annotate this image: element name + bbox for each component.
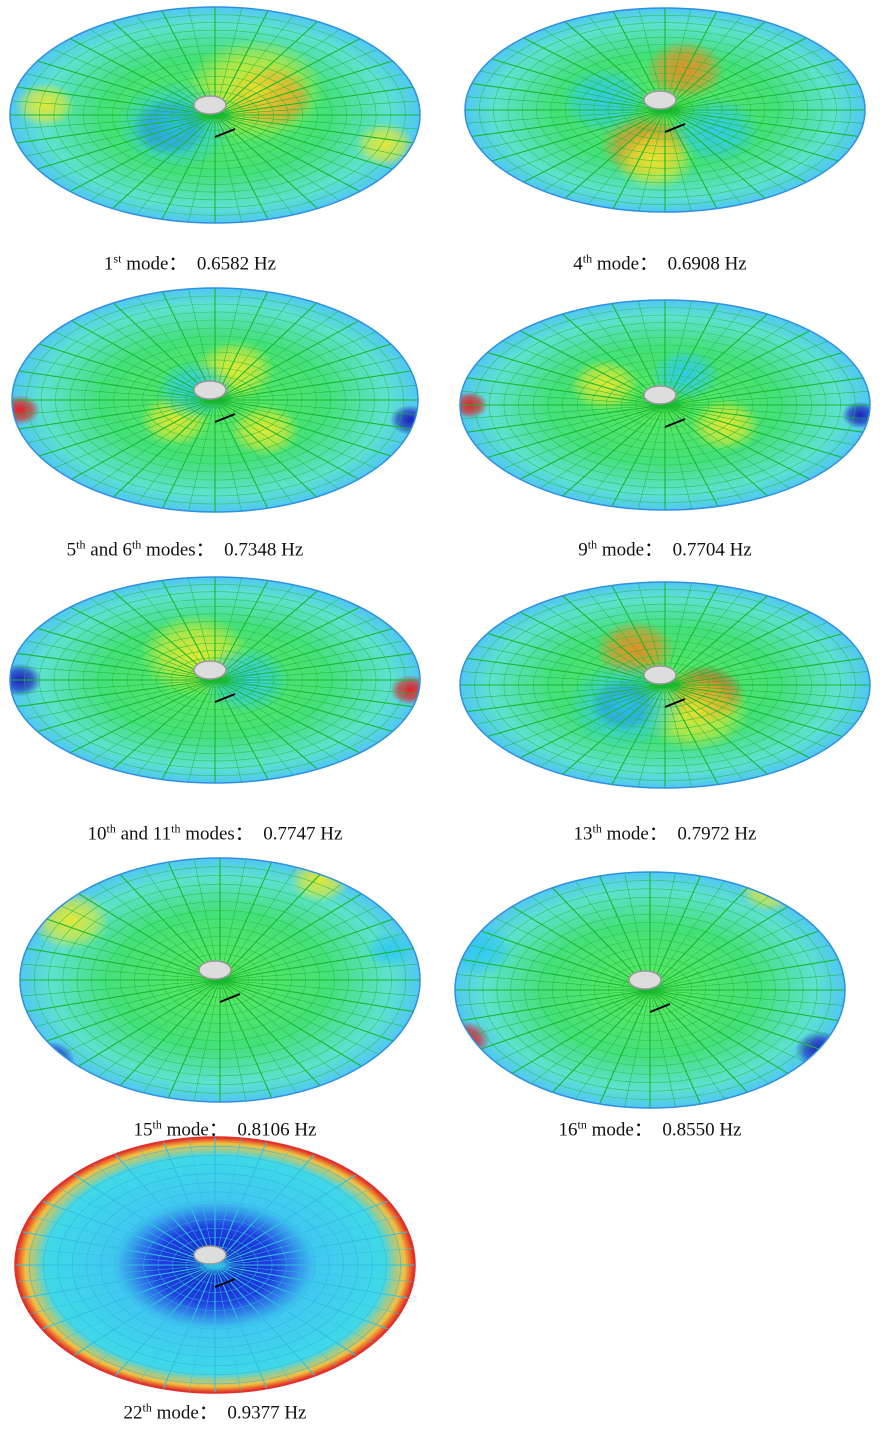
caption-text: mode： 0.7972 Hz: [602, 824, 757, 845]
mode-shape: [0, 577, 430, 783]
ordinal-suffix: th: [153, 1118, 162, 1132]
wireframe: [452, 300, 878, 510]
caption: 4th mode： 0.6908 Hz: [573, 249, 746, 276]
caption-text: 9: [578, 540, 588, 561]
ordinal-suffix: tn: [578, 1118, 587, 1132]
mode-shapes: [0, 0, 880, 1429]
caption: 22th mode： 0.9377 Hz: [124, 1398, 307, 1425]
caption-text: 10: [88, 824, 107, 845]
blob: [570, 359, 640, 412]
ordinal-suffix: th: [107, 822, 116, 836]
caption: 5th and 6th modes： 0.7348 Hz: [67, 535, 304, 562]
caption: 9th mode： 0.7704 Hz: [578, 535, 751, 562]
ordinal-suffix: th: [76, 538, 85, 552]
mode-shape: [440, 868, 845, 1109]
ordinal-suffix: th: [593, 822, 602, 836]
mode-shape: [15, 1137, 415, 1393]
wireframe: [15, 1137, 415, 1393]
hub: [644, 666, 676, 684]
caption-text: 1: [104, 254, 114, 275]
caption-text: mode： 0.9377 Hz: [152, 1403, 307, 1424]
mode-shape: [10, 7, 420, 223]
mode-shape: [0, 288, 430, 512]
blob: [690, 399, 760, 452]
caption-text: modes： 0.7348 Hz: [141, 540, 303, 561]
caption-text: and 11: [116, 824, 171, 845]
caption: 16tn mode： 0.8550 Hz: [559, 1115, 742, 1142]
caption-text: modes： 0.7747 Hz: [180, 824, 342, 845]
ordinal-suffix: th: [132, 538, 141, 552]
hub: [644, 91, 676, 109]
blob: [15, 83, 75, 128]
wireframe: [460, 582, 870, 788]
caption-text: mode： 0.7704 Hz: [597, 540, 752, 561]
hub: [194, 1246, 226, 1264]
blob: [25, 1041, 75, 1079]
caption-text: mode： 0.8550 Hz: [587, 1120, 742, 1141]
wireframe: [10, 7, 420, 223]
figure: 1st mode： 0.6582 Hz4th mode： 0.6908 Hz5t…: [0, 0, 880, 1429]
caption: 15th mode： 0.8106 Hz: [134, 1115, 317, 1142]
caption-text: 22: [124, 1403, 143, 1424]
hub: [199, 961, 231, 979]
wireframe: [20, 858, 420, 1103]
hub: [194, 96, 226, 114]
ordinal-suffix: th: [143, 1401, 152, 1415]
caption: 1st mode： 0.6582 Hz: [104, 249, 276, 276]
hub: [629, 971, 661, 989]
caption: 13th mode： 0.7972 Hz: [574, 819, 757, 846]
caption-text: mode： 0.6582 Hz: [121, 254, 276, 275]
caption-text: 16: [559, 1120, 578, 1141]
ordinal-suffix: th: [171, 822, 180, 836]
blob: [740, 868, 800, 913]
ordinal-suffix: th: [583, 252, 592, 266]
ordinal-suffix: th: [588, 538, 597, 552]
caption-text: 15: [134, 1120, 153, 1141]
hub: [194, 381, 226, 399]
wireframe: [465, 8, 865, 212]
mode-shape: [465, 8, 865, 212]
wireframe: [0, 288, 430, 512]
mode-shape: [452, 300, 878, 510]
caption-text: and 6: [86, 540, 132, 561]
mode-shape: [20, 858, 420, 1103]
hub: [644, 386, 676, 404]
caption-text: 5: [67, 540, 77, 561]
hub: [194, 661, 226, 679]
caption-text: mode： 0.6908 Hz: [592, 254, 747, 275]
wireframe: [0, 577, 430, 783]
mode-shape: [460, 582, 870, 788]
caption-text: 4: [573, 254, 583, 275]
ordinal-suffix: st: [113, 252, 121, 266]
caption: 10th and 11th modes： 0.7747 Hz: [88, 819, 343, 846]
caption-text: mode： 0.8106 Hz: [162, 1120, 317, 1141]
caption-text: 13: [574, 824, 593, 845]
